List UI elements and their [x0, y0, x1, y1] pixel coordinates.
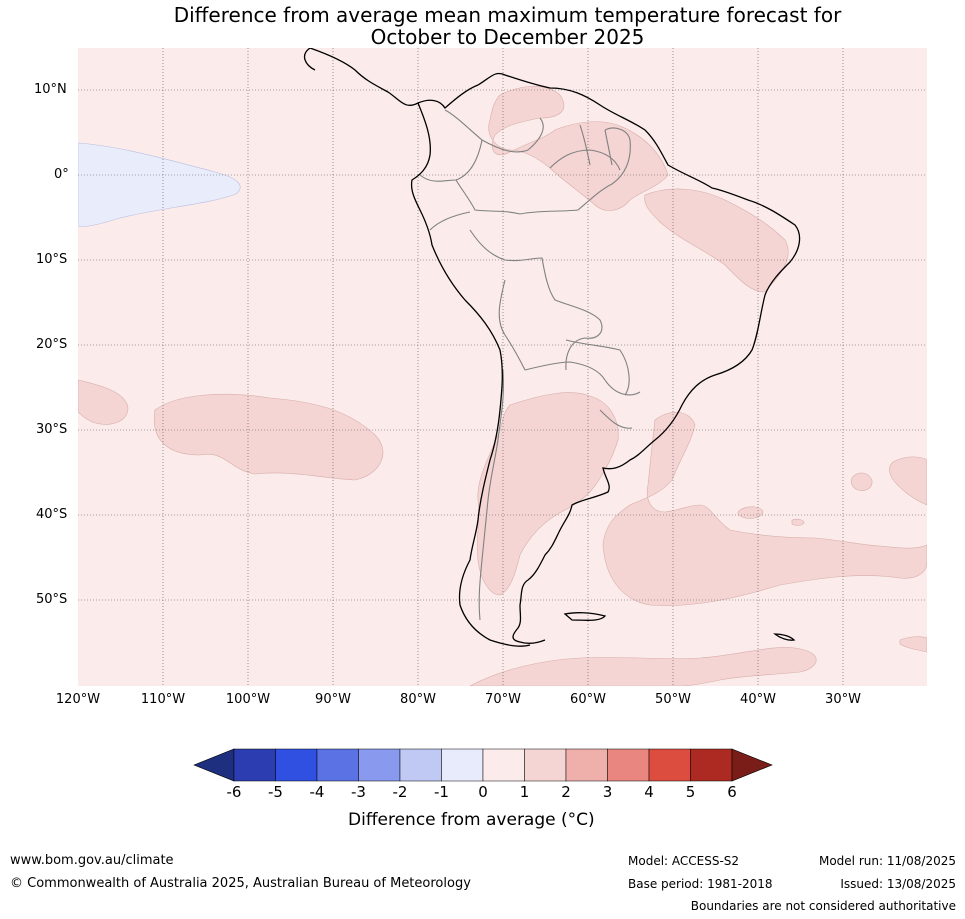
- colorbar-tick-minus1: -1: [434, 783, 449, 801]
- country-borders: [419, 109, 641, 621]
- colorbar-tick-minus3: -3: [351, 783, 366, 801]
- anomaly-region-minus1-to-0: [78, 142, 241, 227]
- map-title: Difference from average mean maximum tem…: [0, 4, 965, 48]
- colorbar-segment: [233, 748, 276, 782]
- lat-label-30s: 30°S: [36, 422, 68, 437]
- lon-label-80w: 80°W: [400, 692, 436, 707]
- boundaries-disclaimer: Boundaries are not considered authoritat…: [690, 899, 956, 913]
- lon-label-70w: 70°W: [485, 692, 521, 707]
- colorbar-tick-minus2: -2: [392, 783, 408, 801]
- colorbar-label: Difference from average (°C): [348, 810, 595, 830]
- lon-label-60w: 60°W: [570, 692, 606, 707]
- coastline: [303, 48, 801, 647]
- map-canvas: [78, 48, 927, 686]
- colorbar-tick-6: 6: [727, 783, 737, 801]
- colorbar-segment: [358, 748, 401, 782]
- lon-label-40w: 40°W: [740, 692, 776, 707]
- colorbar-segment: [648, 748, 691, 782]
- lon-label-50w: 50°W: [655, 692, 691, 707]
- title-line-2: October to December 2025: [370, 25, 645, 49]
- colorbar-tick-minus6: -6: [226, 783, 242, 801]
- colorbar-segment: [275, 748, 318, 782]
- title-line-1: Difference from average mean maximum tem…: [173, 3, 842, 27]
- copyright-text: © Commonwealth of Australia 2025, Austra…: [10, 876, 471, 891]
- lat-label-20s: 20°S: [36, 337, 68, 352]
- website-link[interactable]: www.bom.gov.au/climate: [10, 853, 174, 868]
- model-name: Model: ACCESS-S2: [628, 854, 740, 868]
- colorbar-extend-low: [193, 748, 235, 782]
- colorbar: [193, 748, 773, 782]
- colorbar-segment: [607, 748, 650, 782]
- lon-label-90w: 90°W: [315, 692, 351, 707]
- colorbar-tick-4: 4: [644, 783, 654, 801]
- lat-label-10s: 10°S: [36, 252, 68, 267]
- issued-date: Issued: 13/08/2025: [840, 877, 956, 891]
- colorbar-segment: [690, 748, 733, 782]
- colorbar-segment: [316, 748, 359, 782]
- lat-label-10n: 10°N: [34, 82, 67, 97]
- colorbar-segment: [399, 748, 442, 782]
- colorbar-tick-minus5: -5: [268, 783, 283, 801]
- colorbar-tick-5: 5: [685, 783, 696, 801]
- anomaly-regions-1-to-2: [78, 86, 927, 686]
- lat-label-40s: 40°S: [36, 507, 68, 522]
- lon-label-100w: 100°W: [225, 692, 271, 707]
- lon-label-30w: 30°W: [825, 692, 861, 707]
- colorbar-tick-2: 2: [561, 783, 571, 801]
- colorbar-tick-1: 1: [519, 783, 530, 801]
- base-period: Base period: 1981-2018: [628, 877, 773, 891]
- colorbar-segment: [482, 748, 525, 782]
- colorbar-segment: [524, 748, 567, 782]
- colorbar-tick-3: 3: [602, 783, 613, 801]
- colorbar-extend-high: [731, 748, 773, 782]
- colorbar-tick-0: 0: [478, 783, 488, 801]
- colorbar-segment: [441, 748, 484, 782]
- lon-label-110w: 110°W: [140, 692, 186, 707]
- colorbar-segment: [565, 748, 608, 782]
- lon-label-120w: 120°W: [55, 692, 101, 707]
- colorbar-tick-minus4: -4: [309, 783, 325, 801]
- lat-label-0: 0°: [54, 167, 69, 182]
- model-run-date: Model run: 11/08/2025: [818, 854, 956, 868]
- lat-label-50s: 50°S: [36, 592, 68, 607]
- gridlines: [78, 48, 927, 686]
